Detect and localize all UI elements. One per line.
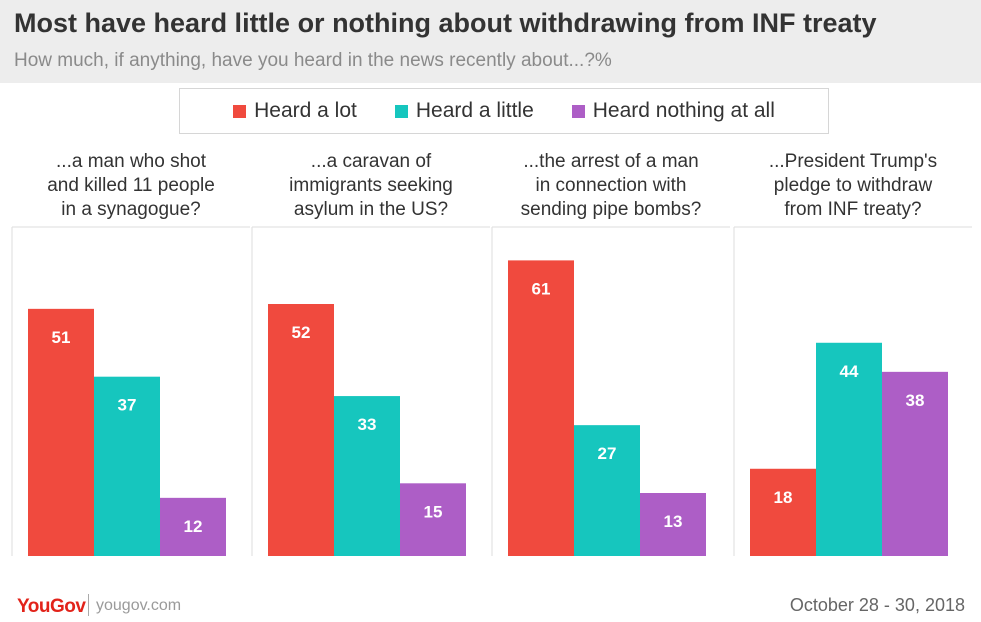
bar-panel3-heard-a-little	[574, 425, 640, 556]
bar-panel1-heard-nothing-at-all	[160, 497, 226, 556]
bar-panel2-heard-a-little	[334, 396, 400, 556]
legend-swatch-heard-nothing	[571, 104, 585, 118]
bar-panel4-heard-nothing-at-all	[882, 371, 948, 556]
bar-panel2-heard-nothing-at-all	[400, 483, 466, 556]
panel-title-caravan: ...a caravan of immigrants seeking asylu…	[252, 150, 490, 222]
bar-value-label: 52	[292, 323, 311, 342]
bar-value-label: 18	[774, 488, 793, 507]
bar-panel1-heard-a-little	[94, 376, 160, 556]
panel-title-line: immigrants seeking	[289, 175, 453, 196]
bar-value-label: 33	[358, 415, 377, 434]
legend-label: Heard nothing at all	[592, 99, 775, 122]
panel-title-inf-treaty: ...President Trump's pledge to withdraw …	[734, 150, 972, 222]
legend-label: Heard a lot	[254, 99, 357, 122]
panel-title-line: from INF treaty?	[784, 199, 922, 220]
footer-date: October 28 - 30, 2018	[789, 595, 965, 615]
legend-item-heard-nothing: Heard nothing at all	[571, 99, 775, 123]
bar-panel3-heard-a-lot	[508, 260, 574, 556]
bar-value-label: 12	[184, 517, 203, 536]
panel-title-line: ...the arrest of a man	[523, 151, 699, 172]
legend-item-heard-a-lot: Heard a lot	[233, 99, 357, 123]
bar-value-label: 61	[532, 279, 551, 298]
legend: Heard a lot Heard a little Heard nothing…	[179, 88, 829, 134]
bar-value-label: 38	[906, 391, 925, 410]
legend-swatch-heard-a-little	[394, 104, 408, 118]
panel-title-line: ...President Trump's	[768, 151, 938, 172]
legend-label: Heard a little	[415, 99, 534, 122]
header: Most have heard little or nothing about …	[0, 0, 981, 83]
bar-value-label: 15	[424, 502, 443, 521]
panel-title-line: sending pipe bombs?	[520, 199, 702, 220]
bar-value-label: 44	[840, 362, 859, 381]
bar-panel4-heard-a-little	[816, 342, 882, 556]
chart-title: Most have heard little or nothing about …	[14, 8, 877, 38]
bar-value-label: 37	[118, 396, 137, 415]
chart-subtitle: How much, if anything, have you heard in…	[14, 50, 612, 71]
footer-site: yougov.com	[96, 597, 182, 614]
panel-title-line: ...a man who shot	[56, 151, 206, 172]
bar-value-label: 51	[52, 328, 71, 347]
footer-divider	[88, 594, 89, 616]
panel-title-line: and killed 11 people	[47, 175, 215, 196]
panel-title-line: in a synagogue?	[61, 199, 201, 220]
bar-panel3-heard-nothing-at-all	[640, 493, 706, 556]
bar-panel4-heard-a-lot	[750, 468, 816, 556]
bar-value-label: 27	[598, 444, 617, 463]
legend-swatch-heard-a-lot	[233, 104, 247, 118]
panel-title-line: ...a caravan of	[310, 151, 432, 172]
panel-title-line: pledge to withdraw	[773, 175, 933, 196]
bar-value-label: 13	[664, 512, 683, 531]
panel-title-line: in connection with	[535, 175, 687, 196]
panel-title-pipe-bombs: ...the arrest of a man in connection wit…	[492, 150, 730, 222]
bar-panel1-heard-a-lot	[28, 308, 94, 556]
panel-title-line: asylum in the US?	[293, 199, 449, 220]
yougov-logo: YouGov	[17, 596, 86, 617]
legend-item-heard-a-little: Heard a little	[394, 99, 534, 123]
bar-panel2-heard-a-lot	[268, 304, 334, 556]
panel-title-synagogue: ...a man who shot and killed 11 people i…	[12, 150, 250, 222]
